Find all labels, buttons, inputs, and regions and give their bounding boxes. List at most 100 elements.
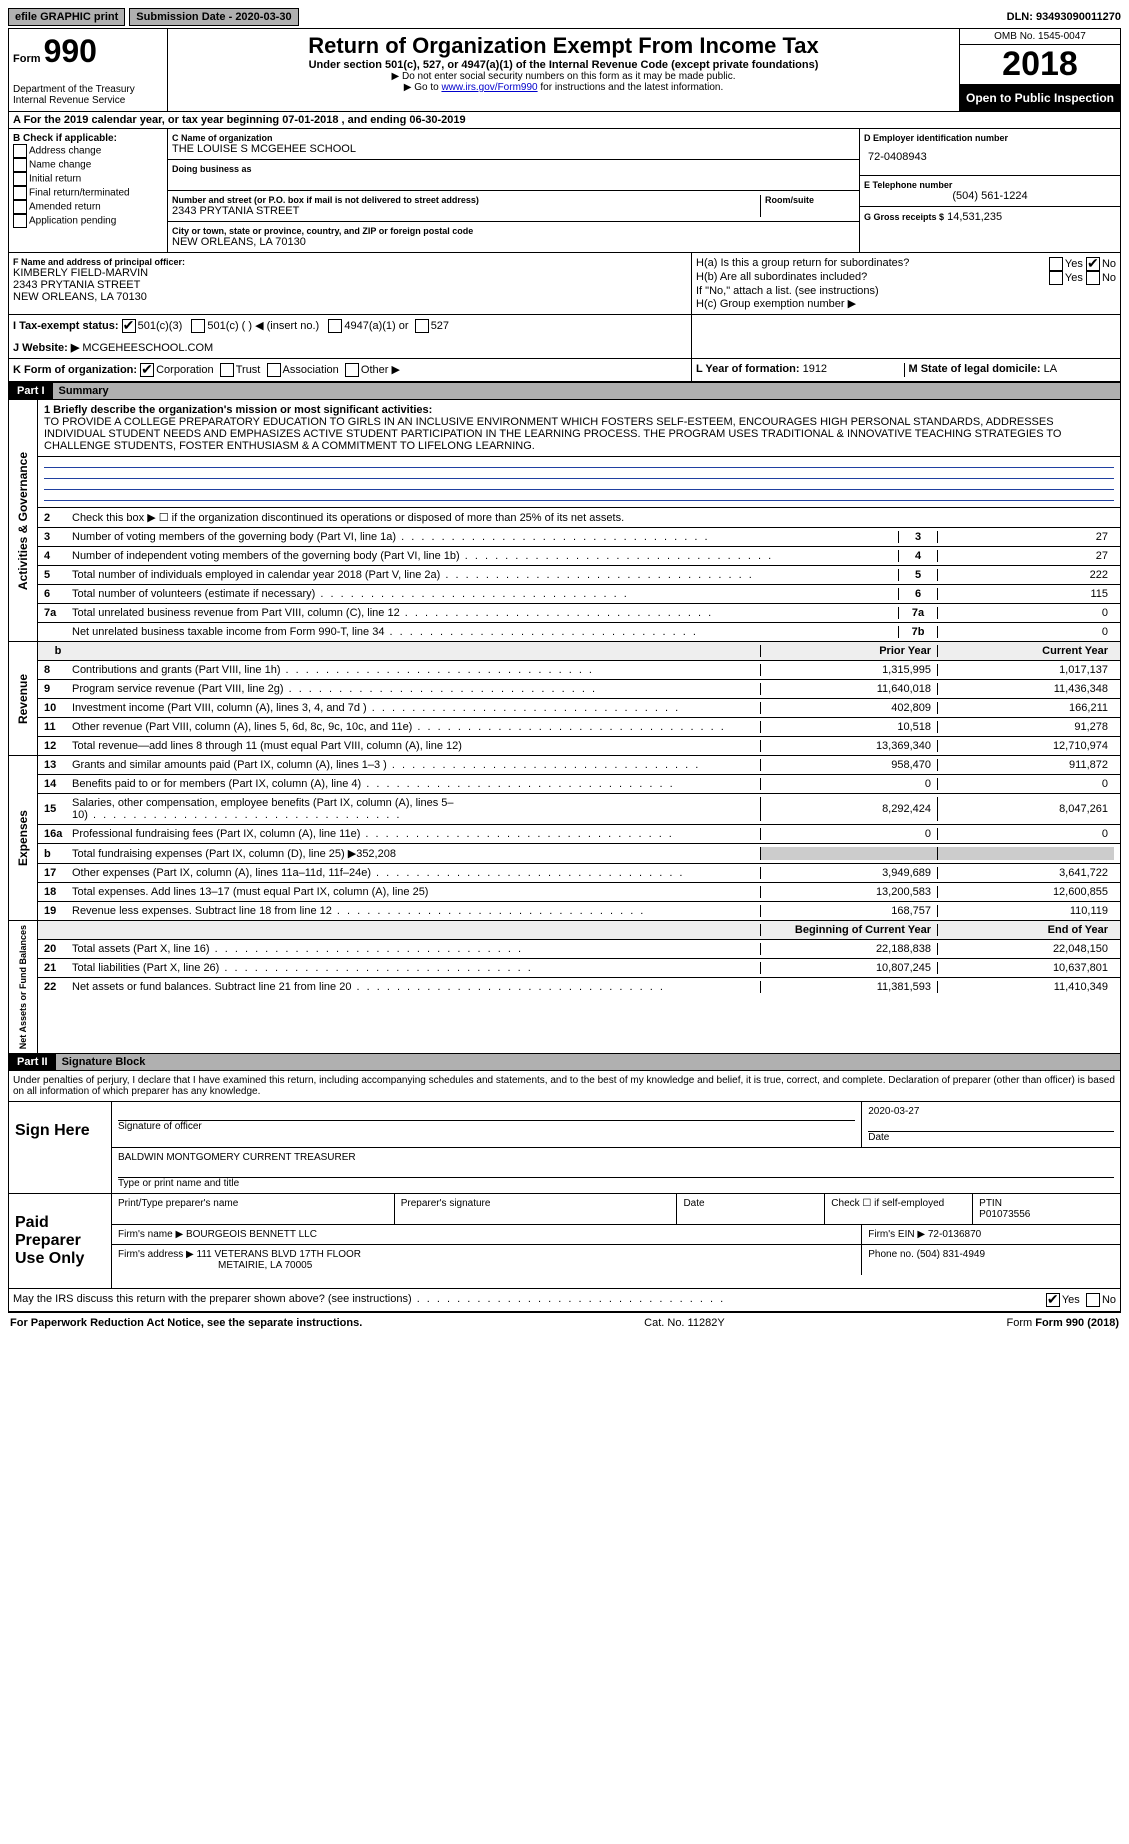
blue-line bbox=[44, 468, 1114, 479]
line-15: 15 Salaries, other compensation, employe… bbox=[38, 793, 1120, 824]
dln-label: DLN: 93493090011270 bbox=[1007, 11, 1121, 23]
checkbox[interactable] bbox=[13, 144, 27, 158]
section-bcdeg: B Check if applicable: Address change Na… bbox=[8, 129, 1121, 253]
tax-year: 2018 bbox=[960, 45, 1120, 85]
checkbox[interactable] bbox=[13, 158, 27, 172]
h-repeat bbox=[692, 315, 1120, 337]
officer-city: NEW ORLEANS, LA 70130 bbox=[13, 291, 687, 303]
header-right: OMB No. 1545-0047 2018 Open to Public In… bbox=[960, 29, 1120, 111]
end-val: 10,637,801 bbox=[937, 962, 1114, 974]
line-desc: Grants and similar amounts paid (Part IX… bbox=[72, 759, 760, 771]
checkbox[interactable] bbox=[1086, 1293, 1100, 1307]
irs-link[interactable]: www.irs.gov/Form990 bbox=[441, 82, 537, 93]
checkbox[interactable] bbox=[1046, 1293, 1060, 1307]
checkbox[interactable] bbox=[140, 363, 154, 377]
line-desc: Net assets or fund balances. Subtract li… bbox=[72, 981, 760, 993]
dept-label: Department of the Treasury Internal Reve… bbox=[13, 84, 163, 106]
form-number: 990 bbox=[44, 33, 97, 69]
row-klm: K Form of organization: Corporation Trus… bbox=[8, 359, 1121, 382]
yes-label: Yes bbox=[1065, 258, 1083, 270]
sig-line bbox=[868, 1117, 1114, 1132]
netassets-block: Net Assets or Fund Balances Beginning of… bbox=[8, 921, 1121, 1054]
col-val: 222 bbox=[938, 569, 1114, 581]
prior-val: 958,470 bbox=[760, 759, 937, 771]
prior-val: 8,292,424 bbox=[760, 797, 937, 821]
ein-val: 72-0408943 bbox=[864, 143, 1116, 171]
line-num: 16a bbox=[44, 828, 72, 840]
tax-i-label: I Tax-exempt status: bbox=[13, 320, 119, 332]
form-subtitle: Under section 501(c), 527, or 4947(a)(1)… bbox=[172, 59, 955, 71]
line-num: b bbox=[44, 848, 72, 860]
line-desc: Other revenue (Part VIII, column (A), li… bbox=[72, 721, 760, 733]
h-a-label: H(a) Is this a group return for subordin… bbox=[696, 257, 1049, 271]
current-val: 8,047,261 bbox=[937, 797, 1114, 821]
gross-label: G Gross receipts $ bbox=[864, 212, 944, 222]
line-16a: 16a Professional fundraising fees (Part … bbox=[38, 824, 1120, 843]
b-label: b bbox=[44, 645, 72, 657]
checkbox[interactable] bbox=[13, 200, 27, 214]
part1-header: Part I Summary bbox=[8, 382, 1121, 400]
line-7b: Net unrelated business taxable income fr… bbox=[38, 622, 1120, 641]
note-link-line: ▶ Go to www.irs.gov/Form990 for instruct… bbox=[172, 82, 955, 93]
line-21: 21 Total liabilities (Part X, line 26) 1… bbox=[38, 958, 1120, 977]
box-h: H(a) Is this a group return for subordin… bbox=[692, 253, 1120, 314]
footer-right: Form Form 990 (2018) bbox=[1007, 1317, 1120, 1329]
end-head: End of Year bbox=[937, 924, 1114, 936]
box-b: B Check if applicable: Address change Na… bbox=[9, 129, 168, 252]
line-18: 18 Total expenses. Add lines 13–17 (must… bbox=[38, 882, 1120, 901]
tax-j-label: J Website: ▶ bbox=[13, 342, 79, 354]
box-deg: D Employer identification number 72-0408… bbox=[860, 129, 1120, 252]
prior-val: 3,949,689 bbox=[760, 867, 937, 879]
open-public-badge: Open to Public Inspection bbox=[960, 85, 1120, 111]
current-val: 166,211 bbox=[937, 702, 1114, 714]
blue-line bbox=[44, 479, 1114, 490]
line-num: 7a bbox=[44, 607, 72, 619]
paid-body: Print/Type preparer's name Preparer's si… bbox=[111, 1194, 1120, 1288]
current-val: 91,278 bbox=[937, 721, 1114, 733]
tax-m-label: M State of legal domicile: bbox=[909, 363, 1041, 375]
prep-ptin-cell: PTIN P01073556 bbox=[973, 1194, 1120, 1224]
checkbox[interactable] bbox=[13, 186, 27, 200]
footer-left: For Paperwork Reduction Act Notice, see … bbox=[10, 1317, 362, 1329]
prior-val: 11,640,018 bbox=[760, 683, 937, 695]
firm-addr-cell: Firm's address ▶ 111 VETERANS BLVD 17TH … bbox=[112, 1245, 862, 1275]
checkbox[interactable] bbox=[122, 319, 136, 333]
revenue-body: b Prior Year Current Year 8 Contribution… bbox=[38, 642, 1120, 755]
note-ssn: ▶ Do not enter social security numbers o… bbox=[172, 71, 955, 82]
line-desc: Salaries, other compensation, employee b… bbox=[72, 797, 760, 821]
sign-here-label: Sign Here bbox=[9, 1102, 111, 1193]
checkbox[interactable] bbox=[1086, 271, 1100, 285]
checkbox[interactable] bbox=[220, 363, 234, 377]
current-val: 110,119 bbox=[937, 905, 1114, 917]
checkbox[interactable] bbox=[345, 363, 359, 377]
blue-line bbox=[44, 457, 1114, 468]
efile-print-button[interactable]: efile GRAPHIC print bbox=[8, 8, 125, 26]
line-desc: Number of independent voting members of … bbox=[72, 550, 898, 562]
checkbox[interactable] bbox=[328, 319, 342, 333]
col-num: 7a bbox=[898, 607, 938, 619]
line-num: 9 bbox=[44, 683, 72, 695]
gross-val: 14,531,235 bbox=[947, 211, 1002, 223]
line-desc: Total number of individuals employed in … bbox=[72, 569, 898, 581]
netassets-body: Beginning of Current Year End of Year 20… bbox=[38, 921, 1120, 1053]
checkbox[interactable] bbox=[1049, 271, 1063, 285]
checkbox[interactable] bbox=[1049, 257, 1063, 271]
box-b-opt: Address change bbox=[13, 144, 163, 158]
sig-name-label: Type or print name and title bbox=[118, 1178, 1114, 1189]
part1-title: Summary bbox=[53, 383, 1120, 399]
line-desc: Revenue less expenses. Subtract line 18 … bbox=[72, 905, 760, 917]
side-net-label: Net Assets or Fund Balances bbox=[16, 921, 30, 1053]
footer-right-text: Form 990 (2018) bbox=[1035, 1317, 1119, 1329]
checkbox[interactable] bbox=[267, 363, 281, 377]
checkbox[interactable] bbox=[191, 319, 205, 333]
checkbox[interactable] bbox=[13, 214, 27, 228]
line-22: 22 Net assets or fund balances. Subtract… bbox=[38, 977, 1120, 996]
firm-addr-label: Firm's address ▶ bbox=[118, 1249, 194, 1260]
line-desc: Number of voting members of the governin… bbox=[72, 531, 898, 543]
checkbox[interactable] bbox=[13, 172, 27, 186]
line-num: 5 bbox=[44, 569, 72, 581]
checkbox[interactable] bbox=[415, 319, 429, 333]
paid-label: Paid Preparer Use Only bbox=[9, 1194, 111, 1288]
col-val: 0 bbox=[938, 607, 1114, 619]
checkbox[interactable] bbox=[1086, 257, 1100, 271]
